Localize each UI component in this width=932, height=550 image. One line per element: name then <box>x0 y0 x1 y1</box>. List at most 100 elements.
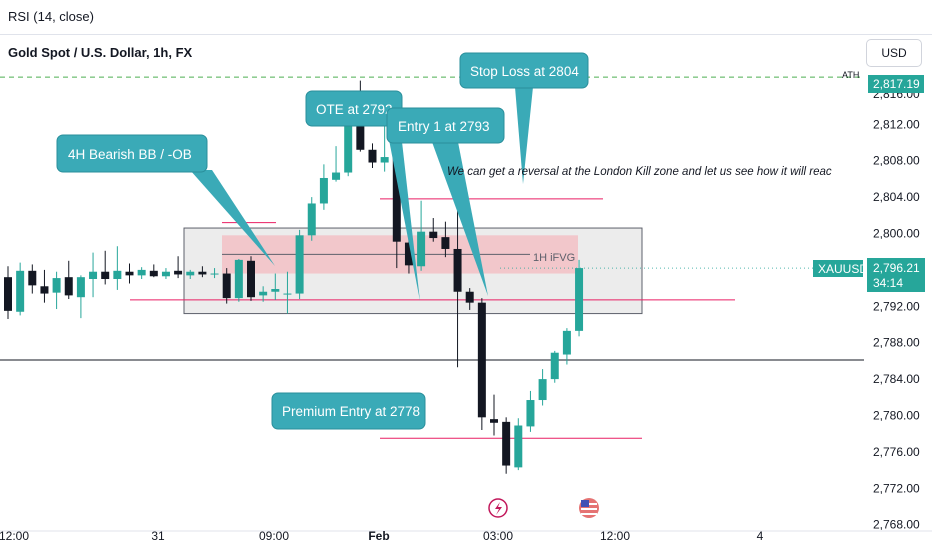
candle <box>198 266 207 278</box>
candle-body <box>550 352 559 380</box>
candle-body <box>222 273 231 299</box>
current-price: 2,796.21 <box>873 261 920 275</box>
candle <box>234 258 243 302</box>
candle <box>526 390 535 432</box>
price-tick-label: 2,776.00 <box>873 445 920 459</box>
candle <box>101 250 110 285</box>
candle <box>550 350 559 383</box>
candle-body <box>186 271 195 276</box>
candle-body <box>575 268 584 331</box>
candle <box>210 268 219 279</box>
callout-ote[interactable]: OTE at 2792 <box>305 90 420 301</box>
candle <box>28 264 37 294</box>
candle-body <box>16 270 25 312</box>
candle-body <box>465 291 474 303</box>
candle-body <box>344 123 353 173</box>
price-axis[interactable]: 2,812.002,808.002,804.002,800.002,796.00… <box>873 87 920 532</box>
candle-body <box>113 270 122 279</box>
time-tick-label: 12:00 <box>0 529 29 543</box>
candle <box>319 164 328 210</box>
time-tick-label: 31 <box>151 529 165 543</box>
candles <box>4 80 584 474</box>
candle-body <box>198 271 207 275</box>
candle-body <box>234 259 243 299</box>
callout-premium[interactable]: Premium Entry at 2778 <box>271 392 426 430</box>
callout-stop[interactable]: Stop Loss at 2804 <box>459 52 589 184</box>
price-tick-label: 2,788.00 <box>873 336 920 350</box>
candle <box>113 246 122 290</box>
callout-entry1[interactable]: Entry 1 at 2793 <box>386 107 505 296</box>
candle-body <box>52 278 61 293</box>
candle <box>259 286 268 302</box>
candle-body <box>247 260 255 298</box>
candle <box>307 197 316 241</box>
candle-body <box>283 293 292 295</box>
price-tick-label: 2,808.00 <box>873 154 920 168</box>
time-tick-label: 09:00 <box>259 529 289 543</box>
candle <box>295 229 304 300</box>
candle <box>332 146 341 182</box>
callout-ob-text: 4H Bearish BB / -OB <box>68 147 192 162</box>
candle <box>344 118 353 177</box>
bar-countdown: 34:14 <box>873 276 903 290</box>
currency-button[interactable]: USD <box>866 39 922 67</box>
flash-event-icon[interactable] <box>488 498 508 518</box>
candle-body <box>332 172 341 180</box>
callout-premium-text: Premium Entry at 2778 <box>282 404 420 419</box>
candle <box>429 218 438 242</box>
candle <box>368 143 377 168</box>
candle <box>174 256 183 279</box>
candle <box>149 264 158 278</box>
candle <box>40 269 49 303</box>
candle-body <box>28 270 37 286</box>
fvg-label: 1H iFVG <box>533 252 575 264</box>
price-tick-label: 2,772.00 <box>873 481 920 495</box>
time-tick-label: 4 <box>757 529 764 543</box>
price-tick-label: 2,784.00 <box>873 372 920 386</box>
callout-ob[interactable]: 4H Bearish BB / -OB <box>56 134 275 266</box>
candle-body <box>477 302 486 418</box>
indicator-strip: RSI (14, close) <box>0 0 932 35</box>
candle <box>161 268 170 279</box>
candle-body <box>429 231 438 239</box>
ath-label: ATH <box>842 70 859 80</box>
analysis-comment: We can get a reversal at the London Kill… <box>447 166 832 178</box>
candle-body <box>514 425 523 468</box>
rsi-indicator-label[interactable]: RSI (14, close) <box>8 9 94 24</box>
candle <box>477 298 486 431</box>
candle <box>562 328 571 365</box>
candle-body <box>417 231 426 267</box>
candle-body <box>453 248 462 292</box>
symbol-tag: XAUUSD <box>818 262 868 276</box>
candle-body <box>76 277 85 298</box>
time-tick-label: Feb <box>368 529 389 543</box>
candle <box>453 199 462 368</box>
candle-body <box>174 270 183 275</box>
candle-body <box>380 157 389 163</box>
candle-body <box>125 271 134 276</box>
candle-body <box>562 330 571 355</box>
candle <box>89 252 98 298</box>
candle-body <box>441 237 450 249</box>
candle <box>514 418 523 471</box>
candle <box>417 200 426 271</box>
candle-body <box>64 277 73 296</box>
candle <box>76 275 85 319</box>
candle <box>575 259 584 337</box>
candle-body <box>392 157 401 242</box>
us-flag-event-icon[interactable] <box>579 498 599 518</box>
callout-entry1-text: Entry 1 at 2793 <box>398 119 490 134</box>
candle-body <box>149 270 158 277</box>
candle-body <box>271 289 280 292</box>
candle <box>247 256 255 301</box>
callout-stop-text: Stop Loss at 2804 <box>470 64 579 79</box>
price-tick-label: 2,812.00 <box>873 117 920 131</box>
price-tick-label: 2,804.00 <box>873 190 920 204</box>
candle <box>222 268 231 304</box>
time-tick-label: 03:00 <box>483 529 513 543</box>
candle-body <box>210 273 219 275</box>
time-axis[interactable]: 12:00 31 09:00 Feb 03:00 12:00 4 <box>0 529 764 543</box>
candle-body <box>40 286 49 294</box>
candle <box>283 271 292 314</box>
